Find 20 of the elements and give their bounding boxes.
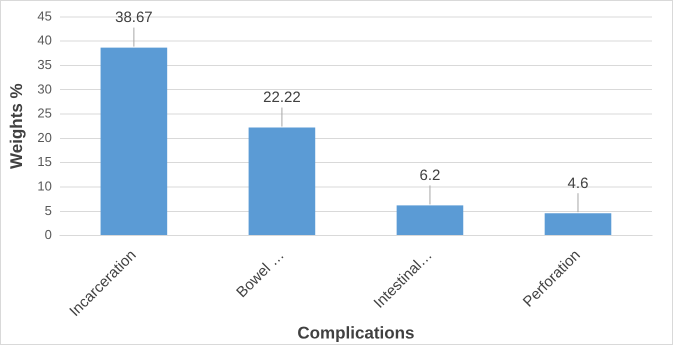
bar (544, 213, 612, 236)
data-label: 22.22 (263, 89, 301, 106)
y-tick-label: 5 (44, 202, 52, 218)
y-tick-label: 0 (44, 227, 52, 242)
y-tick-label: 35 (37, 56, 52, 72)
x-axis-title: Complications (297, 323, 414, 342)
y-tick-label: 10 (37, 178, 52, 194)
y-tick-label: 40 (37, 32, 52, 48)
bar (248, 128, 316, 236)
y-tick-label: 15 (37, 154, 52, 170)
y-tick-label: 45 (37, 8, 52, 24)
data-label: 38.67 (115, 9, 153, 26)
bar (100, 48, 168, 236)
data-label: 6.2 (420, 167, 440, 184)
data-label: 4.6 (568, 174, 588, 192)
y-tick-label: 25 (37, 106, 52, 121)
y-axis-title: Weights % (6, 83, 26, 169)
y-tick-label: 30 (37, 81, 52, 96)
bar (396, 205, 464, 236)
y-tick-label: 20 (37, 130, 52, 145)
